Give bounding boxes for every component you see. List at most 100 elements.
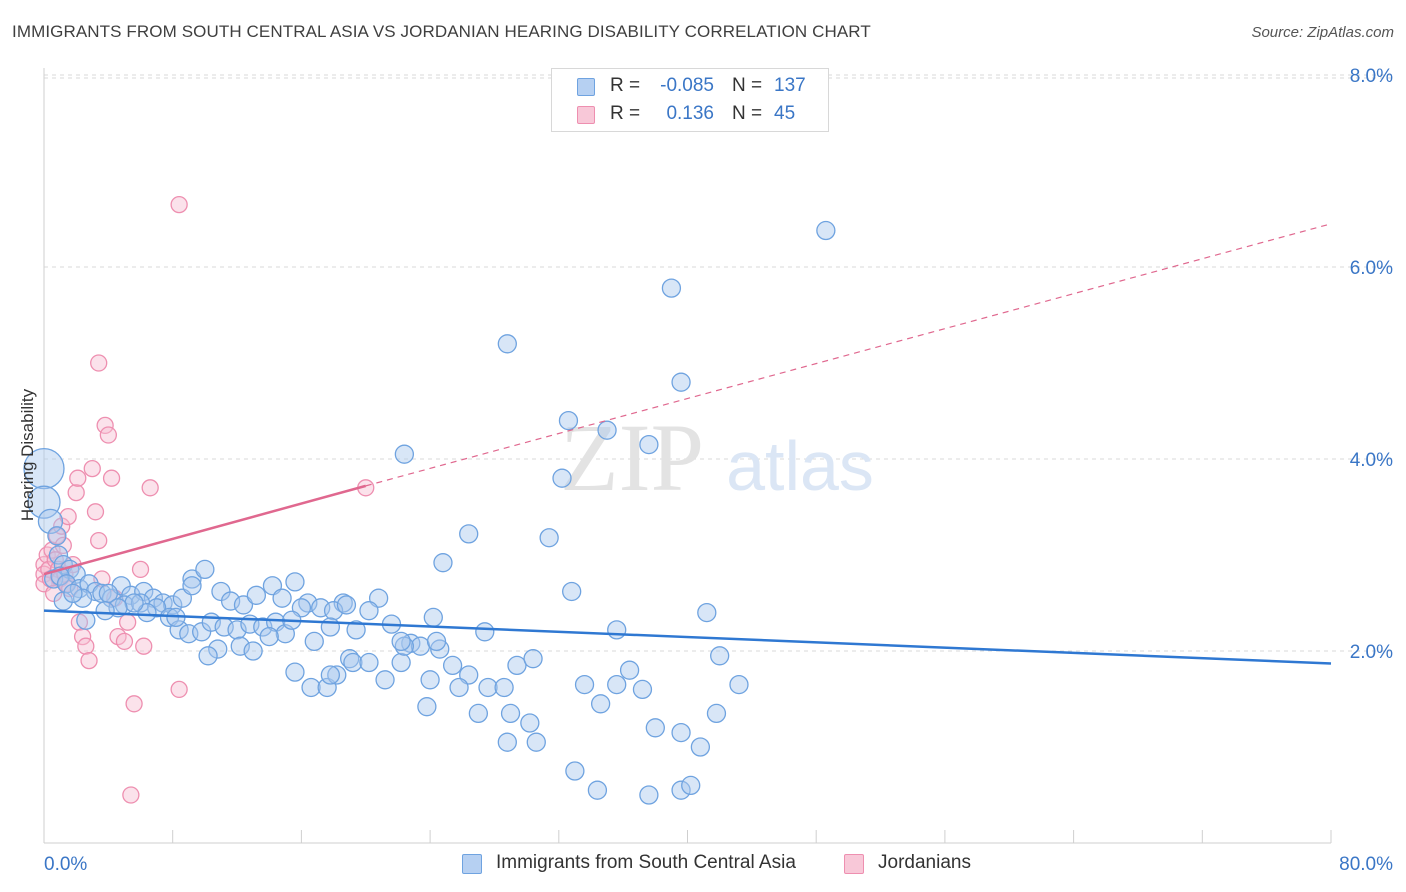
grid-lines <box>44 74 1392 652</box>
data-point-immigrants <box>497 732 517 752</box>
source-label: Source: ZipAtlas.com <box>1251 24 1394 41</box>
data-point-immigrants <box>478 677 498 698</box>
series-immigrants-south-central-asia <box>23 220 836 805</box>
legend-swatch-pink <box>577 106 595 124</box>
data-point-immigrants <box>76 610 96 630</box>
data-point-immigrants <box>639 434 659 455</box>
data-point-immigrants <box>433 553 453 573</box>
data-point-immigrants <box>632 679 653 700</box>
x-tick-label: 0.0% <box>44 854 87 875</box>
data-point-immigrants <box>272 588 292 608</box>
data-point-immigrants <box>198 646 218 666</box>
data-point-immigrants <box>552 468 572 488</box>
legend-n-value: 137 <box>774 75 806 96</box>
data-point-jordanians <box>170 680 188 699</box>
y-tick-label: 4.0% <box>1350 450 1393 471</box>
legend-row-blue: R = -0.085 N = 137 <box>552 73 828 101</box>
data-point-immigrants <box>574 674 595 695</box>
data-point-jordanians <box>119 613 137 631</box>
data-point-immigrants <box>417 697 437 717</box>
data-point-immigrants <box>391 631 411 652</box>
data-point-jordanians <box>38 546 56 564</box>
data-point-immigrants <box>304 631 324 652</box>
data-point-immigrants <box>590 694 611 714</box>
data-point-immigrants <box>233 595 254 615</box>
data-point-immigrants <box>285 572 305 592</box>
watermark: ZIP atlas <box>560 404 874 511</box>
data-point-immigrants <box>320 617 341 637</box>
data-point-jordanians <box>125 695 143 713</box>
data-point-immigrants <box>169 620 189 640</box>
data-point-immigrants <box>394 444 415 464</box>
data-point-immigrants <box>619 660 640 680</box>
x-tick-label: 80.0% <box>1339 854 1393 875</box>
data-point-immigrants <box>23 447 65 490</box>
data-point-immigrants <box>336 595 357 615</box>
data-point-jordanians <box>115 632 134 651</box>
data-point-immigrants <box>359 601 379 621</box>
data-point-immigrants <box>320 665 341 685</box>
data-point-immigrants <box>53 591 73 611</box>
data-point-immigrants <box>558 410 579 431</box>
trend-line-immigrants <box>43 609 1332 665</box>
data-point-immigrants <box>410 636 431 656</box>
legend-label-jordanians: Jordanians <box>878 852 971 873</box>
data-point-immigrants <box>562 581 582 602</box>
data-point-immigrants <box>442 655 463 676</box>
data-point-immigrants <box>710 646 730 666</box>
data-point-immigrants <box>63 583 83 604</box>
data-point-immigrants <box>690 737 711 757</box>
data-point-immigrants <box>475 622 495 642</box>
data-point-jordanians <box>59 507 77 526</box>
y-axis-label: Hearing Disability <box>18 388 37 522</box>
data-point-jordanians <box>102 469 121 487</box>
data-point-immigrants <box>327 665 347 685</box>
legend-row-pink: R = 0.136 N = 45 <box>552 101 828 129</box>
data-point-immigrants <box>706 703 727 724</box>
data-point-jordanians <box>54 536 72 555</box>
tick-labels: 2.0% 4.0% 6.0% 8.0% 0.0% 80.0% <box>44 66 1393 875</box>
y-tick-label: 6.0% <box>1350 258 1393 279</box>
data-point-immigrants <box>27 485 61 519</box>
data-point-immigrants <box>259 626 279 647</box>
data-point-jordanians <box>141 479 159 497</box>
data-point-immigrants <box>729 674 749 695</box>
data-point-jordanians <box>48 527 66 545</box>
data-point-jordanians <box>45 584 63 603</box>
data-point-jordanians <box>90 531 108 550</box>
data-point-immigrants <box>507 655 527 676</box>
data-point-immigrants <box>285 662 305 682</box>
watermark-atlas: atlas <box>726 427 874 505</box>
data-point-immigrants <box>539 528 559 548</box>
data-point-jordanians <box>86 503 105 521</box>
series-jordanians <box>35 195 375 804</box>
data-point-jordanians <box>67 483 85 502</box>
data-point-immigrants <box>48 545 69 565</box>
data-point-immigrants <box>375 670 395 690</box>
data-point-jordanians <box>77 637 95 655</box>
trend-line-jordanians <box>43 484 367 576</box>
data-point-jordanians <box>83 459 101 478</box>
data-point-jordanians <box>90 354 108 372</box>
data-point-immigrants <box>243 641 263 661</box>
data-point-jordanians <box>170 195 188 214</box>
data-point-jordanians <box>80 651 98 670</box>
data-point-immigrants <box>671 780 691 800</box>
data-point-immigrants <box>137 602 157 623</box>
data-point-immigrants <box>520 713 540 733</box>
legend-n-value: 45 <box>774 103 796 124</box>
trend-lines <box>43 223 1332 665</box>
data-point-immigrants <box>597 420 617 440</box>
data-point-immigrants <box>816 220 836 241</box>
legend-r-value: -0.085 <box>660 75 714 96</box>
data-point-immigrants <box>343 652 363 673</box>
legend-label-immigrants: Immigrants from South Central Asia <box>496 852 796 873</box>
data-point-immigrants <box>661 278 682 298</box>
data-point-immigrants <box>468 703 489 724</box>
data-point-immigrants <box>645 718 665 738</box>
data-point-immigrants <box>671 372 691 392</box>
axes <box>43 68 1332 844</box>
data-point-jordanians <box>69 469 87 487</box>
data-point-immigrants <box>587 780 608 800</box>
